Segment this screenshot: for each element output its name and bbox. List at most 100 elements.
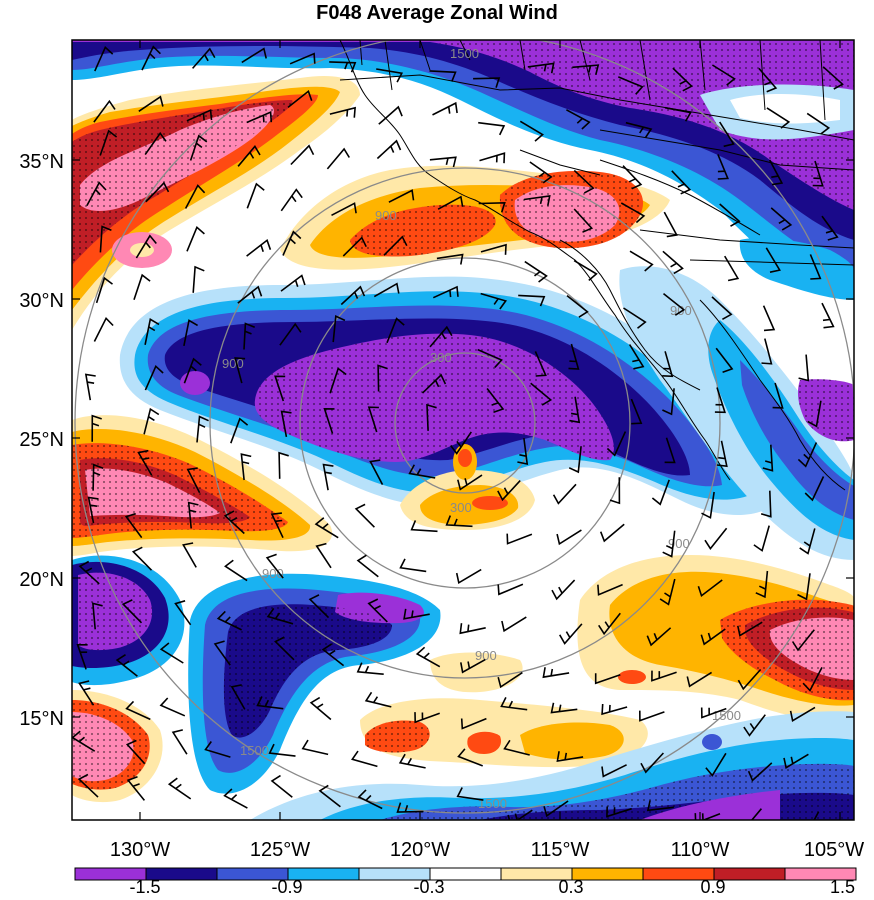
shaded-region-north-positive [72,75,360,330]
wind-barb [503,739,530,756]
wind-barb [92,463,104,491]
wind-barb [131,546,153,571]
wind-barb [174,600,192,626]
wind-barb [572,64,600,75]
wind-barb [672,67,693,92]
wind-barb [186,467,201,494]
wind-barb [566,109,591,130]
shaded-region-east-negative [619,238,854,560]
ring-label: 300 [450,500,472,515]
wind-barb [99,129,118,156]
wind-barb [95,276,113,304]
wind-barb [573,169,595,194]
wind-barb [78,680,95,706]
wind-barb [93,316,114,342]
wind-barb [799,528,816,555]
wind-barb [137,449,153,476]
wind-barb [437,195,464,210]
wind-barb [625,121,653,138]
wind-barb [234,357,246,384]
wind-barb [715,347,734,373]
wind-barb [388,189,415,203]
shaded-region-central-negative [119,276,780,515]
wind-barb [550,702,578,714]
wind-barb [223,510,245,535]
wind-barb [760,490,772,518]
wind-barb [432,285,459,299]
wind-barb [606,806,632,818]
lat-tick-label: 20°N [19,569,64,591]
ring-label: 1500 [478,796,507,811]
wind-barb [480,243,507,255]
wind-barb [797,442,818,468]
wind-barb [115,654,138,677]
wind-barb [659,578,676,606]
wind-barb [204,741,231,758]
wind-barb [186,109,213,122]
wind-barb [573,259,598,282]
wind-barb [772,382,784,409]
wind-barb [182,542,197,568]
lon-tick-label: 105°W [804,839,864,861]
wind-barb [396,802,424,813]
wind-barb [356,554,379,578]
wind-barb [266,607,294,625]
wind-barb [766,107,791,129]
wind-barb [270,774,293,798]
wind-barb [144,364,164,391]
wind-barb [646,627,672,647]
wind-barb [280,188,303,212]
wind-barb [456,787,484,801]
lon-tick-labels: 130°W 125°W 120°W 115°W 110°W 105°W [110,839,864,861]
shaded-region-central-positive [280,165,670,270]
wind-barb [761,338,773,365]
wind-barb [705,752,727,777]
wind-barb [274,375,286,402]
wind-barb [664,437,676,464]
wind-barb [159,642,184,664]
wind-barb [287,89,313,109]
wind-barb [651,670,677,682]
wind-barb [617,76,644,95]
wind-barb [662,530,676,558]
wind-barb [224,559,248,582]
wind-barb [479,152,506,164]
wind-barb [460,717,487,730]
colorbar-swatch [784,867,857,881]
wind-barb [606,431,627,457]
colorbar [74,867,857,881]
shaded-region-southwest-negative [72,555,441,794]
wind-barb [724,255,740,282]
ring-label: 300 [430,350,452,365]
wind-barb [497,583,524,596]
colorbar-label: -1.5 [129,877,160,897]
wind-barb [662,250,684,275]
wind-barb [783,753,809,769]
map-plot-area [72,40,854,820]
wind-barb [230,684,246,710]
wind-barb [697,579,723,598]
shaded-region-west-positive [72,415,333,803]
colorbar-label: 0.9 [700,877,725,897]
wind-barb [436,253,464,265]
wind-barb [429,156,457,168]
wind-barb [747,762,773,782]
wind-barb [822,66,844,90]
wind-barb [739,808,763,820]
wind-barb [135,234,157,259]
wind-barb [432,101,458,116]
wind-barb [609,477,621,505]
wind-barb [798,354,810,382]
wind-barb [223,788,248,809]
wind-barb [529,161,553,184]
wind-barb [569,396,581,424]
wind-barb [517,438,529,466]
wind-barb [497,480,521,502]
wind-barb [598,612,621,636]
wind-barb [770,207,793,231]
wind-barb [270,512,284,539]
wind-barb [268,743,296,757]
colorbar-labels: -1.5 -0.9 -0.3 0.3 0.9 1.5 [129,877,855,897]
lon-tick-label: 130°W [110,839,170,861]
